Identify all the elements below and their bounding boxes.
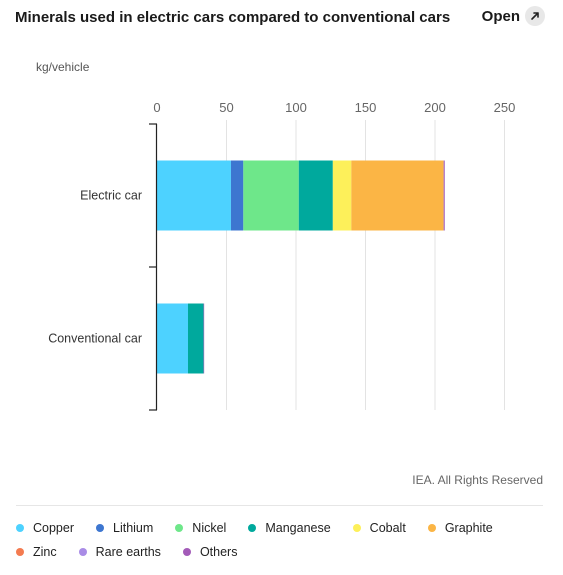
external-link-icon [525, 6, 545, 26]
legend-item-manganese[interactable]: Manganese [248, 520, 331, 535]
y-axis [149, 123, 158, 411]
bar-segment-rare-earths[interactable] [443, 160, 445, 231]
legend-item-rare-earths[interactable]: Rare earths [78, 544, 161, 559]
bars [157, 160, 445, 374]
legend-swatch [248, 523, 257, 532]
legend-item-zinc[interactable]: Zinc [16, 544, 57, 559]
bar-segment-manganese[interactable] [187, 303, 204, 374]
bar-chart: 0 50 100 150 200 250 Electric car Conventional… [48, 100, 515, 411]
legend-swatch [352, 523, 361, 532]
credit-text: IEA. All Rights Reserved [412, 473, 543, 487]
legend-swatch [182, 547, 191, 556]
legend-item-nickel[interactable]: Nickel [175, 520, 226, 535]
legend: Copper Lithium Nickel Manganese Cobalt Graphi… [16, 520, 546, 559]
x-tick-label: 150 [355, 100, 377, 115]
legend-item-others[interactable]: Others [182, 544, 238, 559]
legend-label: Lithium [113, 520, 154, 535]
chart-title: Minerals used in electric cars compared … [15, 9, 451, 26]
x-axis-ticks: 0 50 100 150 200 250 [153, 100, 515, 115]
legend-divider [16, 505, 543, 506]
legend-swatch [427, 523, 436, 532]
legend-label: Nickel [192, 520, 227, 535]
legend-item-copper[interactable]: Copper [16, 520, 74, 535]
category-label: Electric car [80, 189, 142, 203]
legend-label: Copper [33, 520, 74, 535]
legend-swatch [96, 523, 104, 532]
legend-item-cobalt[interactable]: Cobalt [352, 520, 406, 535]
legend-swatch [78, 547, 87, 556]
bar-segment-lithium[interactable] [230, 160, 244, 231]
bar-segment-manganese[interactable] [298, 160, 333, 231]
open-button-label: Open [481, 7, 520, 25]
legend-swatch [16, 523, 24, 532]
legend-item-graphite[interactable]: Graphite [427, 520, 493, 535]
category-labels: Electric car Conventional car [48, 189, 142, 346]
legend-item-lithium[interactable]: Lithium [96, 520, 153, 535]
x-tick-label: 100 [285, 100, 307, 115]
bar-segment-cobalt[interactable] [332, 160, 352, 231]
x-tick-label: 250 [494, 100, 516, 115]
bar-segment-graphite[interactable] [351, 160, 444, 231]
category-label: Conventional car [48, 332, 142, 346]
bar-segment-others[interactable] [203, 303, 205, 374]
legend-swatch [175, 523, 184, 532]
bar-segment-others[interactable] [444, 160, 445, 231]
open-button[interactable]: Open [482, 6, 545, 26]
x-tick-label: 0 [153, 100, 160, 115]
x-tick-label: 50 [219, 100, 233, 115]
legend-label: Manganese [265, 520, 331, 535]
bar-segment-copper[interactable] [157, 303, 188, 374]
bar-segment-nickel[interactable] [243, 160, 299, 231]
bar-segment-copper[interactable] [157, 160, 231, 231]
unit-label: kg/vehicle [36, 60, 90, 74]
legend-label: Others [199, 544, 238, 559]
legend-swatch [16, 547, 24, 556]
legend-label: Graphite [444, 520, 493, 535]
legend-label: Cobalt [369, 520, 406, 535]
chart-header: Minerals used in electric cars compared … [15, 6, 545, 30]
legend-label: Zinc [33, 544, 57, 559]
legend-label: Rare earths [95, 544, 161, 559]
x-tick-label: 200 [424, 100, 446, 115]
